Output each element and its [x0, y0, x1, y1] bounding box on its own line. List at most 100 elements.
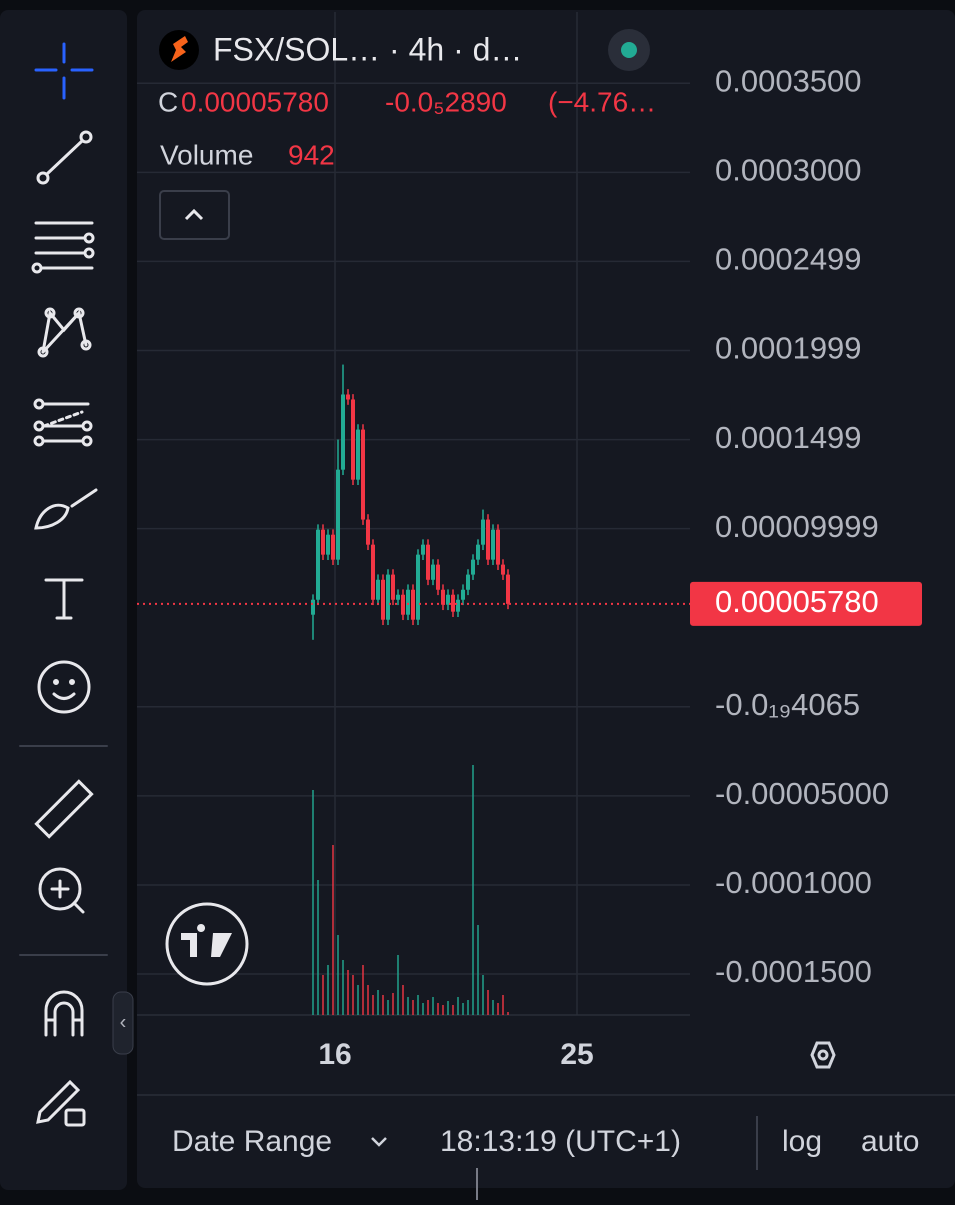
- volume-label: Volume: [160, 139, 253, 170]
- candle-body: [501, 564, 505, 575]
- candle-body: [431, 564, 435, 580]
- y-tick-label: -0.00005000: [715, 776, 889, 811]
- volume-bar: [377, 990, 379, 1015]
- ruler-tool[interactable]: [34, 779, 94, 839]
- candle-body: [446, 594, 450, 605]
- volume-bar: [447, 1000, 449, 1015]
- candle-body: [321, 529, 325, 555]
- last-price-badge: [690, 581, 922, 626]
- x-tick-label: 16: [318, 1038, 351, 1071]
- collapse-legend-button[interactable]: [159, 190, 230, 240]
- auto-toggle[interactable]: auto: [861, 1125, 919, 1158]
- volume-bar: [332, 845, 334, 1015]
- trendline-tool[interactable]: [36, 130, 93, 185]
- lock-tool[interactable]: [36, 1079, 86, 1127]
- candle-body: [486, 519, 490, 560]
- volume-bar: [327, 965, 329, 1015]
- volume-bar: [432, 997, 434, 1015]
- date-range-caret: [371, 1137, 387, 1147]
- y-tick-label: -0.0001500: [715, 954, 872, 989]
- candle-body: [341, 394, 345, 470]
- candle-body: [406, 589, 410, 615]
- symbol-title: FSX/SOL… · 4h · d…: [213, 31, 522, 67]
- volume-bar: [387, 1000, 389, 1015]
- magnet-tool[interactable]: [44, 990, 84, 1037]
- volume-bar: [372, 995, 374, 1015]
- emoji-tool[interactable]: [37, 660, 91, 714]
- y-tick-label: 0.0001999: [715, 331, 862, 366]
- fib-tool[interactable]: [33, 398, 93, 447]
- ohlc-change: -0.0₅2890: [385, 86, 507, 117]
- collapse-button[interactable]: [112, 991, 134, 1055]
- candle-body: [326, 534, 330, 555]
- candle-body: [461, 589, 465, 600]
- candle-body: [466, 574, 470, 590]
- volume-bar: [367, 985, 369, 1015]
- candle-body: [416, 554, 420, 620]
- channel-tool[interactable]: [31, 221, 95, 274]
- clock[interactable]: 18:13:19 (UTC+1): [440, 1125, 681, 1158]
- candle-body: [456, 599, 460, 612]
- y-tick-label: 0.0001499: [715, 420, 862, 455]
- volume-bar: [347, 970, 349, 1015]
- volume-bar: [507, 1012, 509, 1015]
- x-tick-label: 25: [560, 1038, 593, 1071]
- candle-body: [496, 529, 500, 565]
- candle-body: [386, 574, 390, 620]
- candle-body: [421, 544, 425, 555]
- candle-body: [391, 574, 395, 600]
- candle-body: [351, 399, 355, 480]
- tool-icons: [19, 42, 108, 1127]
- volume-bar: [357, 985, 359, 1015]
- candle-body: [481, 519, 485, 545]
- candle-body: [331, 534, 335, 560]
- volume-bar: [467, 1000, 469, 1015]
- volume-bar: [412, 1000, 414, 1015]
- y-tick-label: -0.0₁₉4065: [715, 687, 860, 722]
- volume-bar: [497, 1002, 499, 1015]
- date-range-button[interactable]: Date Range: [172, 1125, 332, 1158]
- volume-bar: [487, 990, 489, 1015]
- candle-body: [356, 429, 360, 480]
- volume-bar: [337, 935, 339, 1015]
- candle-body: [311, 599, 315, 615]
- ohlc-change-pct: (−4.76…: [548, 86, 656, 117]
- zoom-tool[interactable]: [38, 867, 85, 914]
- status-dot: [621, 42, 637, 58]
- candle-body: [316, 529, 320, 600]
- volume-bar: [312, 790, 314, 1015]
- brush-tool[interactable]: [34, 488, 98, 530]
- volume-value: 942: [288, 139, 335, 170]
- tradingview-logo[interactable]: [165, 902, 249, 986]
- candle-body: [476, 544, 480, 560]
- volume-bar: [362, 965, 364, 1015]
- candle-body: [336, 469, 340, 560]
- logo-flame: [171, 36, 188, 62]
- crosshair-tool[interactable]: [34, 42, 94, 100]
- candle-body: [471, 559, 475, 575]
- y-tick-label: 0.0003000: [715, 153, 862, 188]
- settings-button[interactable]: [810, 1041, 836, 1069]
- last-price-label: 0.00005780: [715, 584, 879, 619]
- volume-bar: [392, 992, 394, 1015]
- price-axis: 0.0003500 0.0003000 0.0002499 0.0001999 0.00…: [690, 63, 922, 989]
- volume-bar: [382, 995, 384, 1015]
- log-toggle[interactable]: log: [782, 1125, 822, 1158]
- candle-body: [346, 394, 350, 400]
- volume-bar: [317, 880, 319, 1015]
- text-tool[interactable]: [44, 578, 84, 620]
- volume-bar: [397, 955, 399, 1015]
- candle-body: [436, 564, 440, 590]
- candle-body: [396, 594, 400, 600]
- ohlc-label: C: [158, 86, 178, 117]
- series: [137, 364, 690, 1015]
- candle-body: [366, 519, 370, 545]
- volume-bar: [457, 997, 459, 1015]
- volume-bar: [437, 1002, 439, 1015]
- volume-bar: [477, 925, 479, 1015]
- chevron-up: [184, 208, 204, 221]
- pattern-tool[interactable]: [37, 307, 92, 358]
- volume-bar: [492, 1000, 494, 1015]
